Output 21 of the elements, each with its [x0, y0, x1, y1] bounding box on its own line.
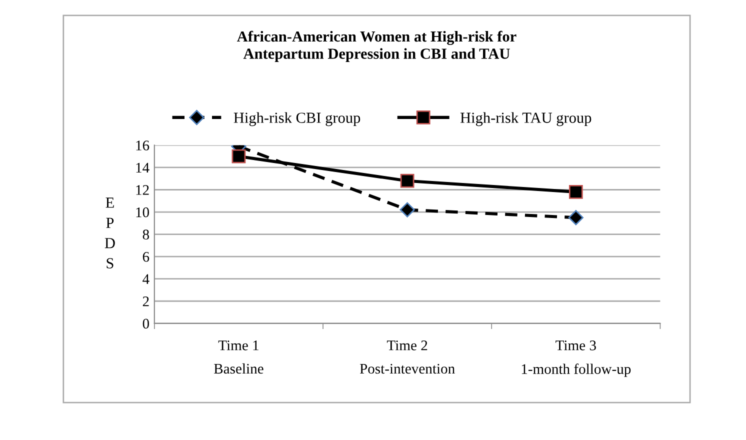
y-tick-label: 4: [142, 274, 150, 284]
y-tick-label: 8: [142, 230, 150, 240]
x-tick-label: Time 1 Baseline: [214, 340, 264, 374]
x-tick-label: Time 2 Post-intevention: [360, 340, 455, 374]
y-axis-title: EPDS: [104, 198, 115, 268]
point: [400, 202, 415, 218]
y-tick-label: 0: [142, 318, 150, 329]
x-tick-label: Time 3 1-month follow-up: [522, 340, 631, 377]
y-tick-label: 10: [136, 207, 150, 218]
point: [400, 174, 414, 188]
point: [232, 149, 246, 164]
y-tick-label: 6: [142, 252, 150, 262]
point: [568, 185, 583, 199]
y-tick-label: 12: [136, 185, 149, 195]
legend-label: High-risk TAU group: [460, 112, 592, 126]
legend-label: High-risk CBI group: [234, 112, 360, 126]
chart-title: African-American Women at High-risk for Antepartum Depression in CBI and TAU: [236, 30, 516, 62]
point: [568, 210, 584, 226]
y-tick-label: 16: [136, 140, 150, 150]
y-tick-label: 2: [142, 296, 149, 306]
y-tick-label: 14: [136, 162, 150, 173]
